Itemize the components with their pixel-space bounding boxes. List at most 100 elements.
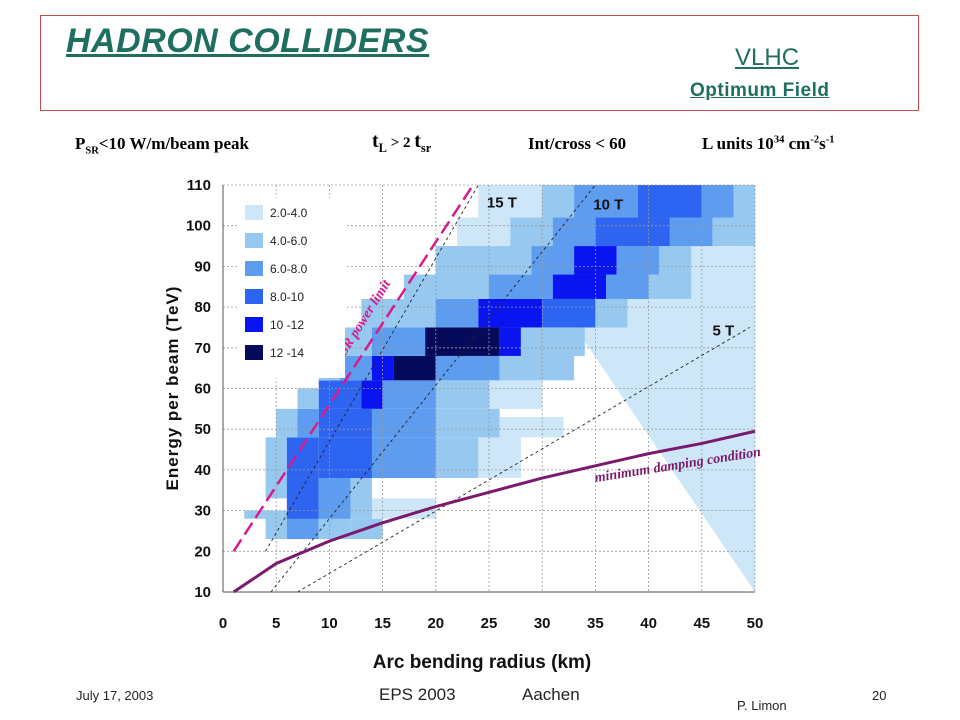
heatmap-cell xyxy=(393,298,436,328)
heatmap-cell xyxy=(297,388,319,409)
heatmap-cell xyxy=(435,408,500,438)
y-axis-label: Energy per beam (TeV) xyxy=(163,286,182,491)
heatmap-cell xyxy=(286,478,319,519)
heatmap-cell xyxy=(244,510,266,519)
legend-label: 6.0-8.0 xyxy=(270,262,308,276)
heatmap-cell xyxy=(435,246,489,275)
heatmap-cell xyxy=(637,185,702,218)
field-line xyxy=(270,184,596,593)
subtitle-vlhc: VLHC xyxy=(735,44,800,71)
field-line-label: 5 T xyxy=(712,323,734,340)
heatmap-cell xyxy=(616,246,660,275)
heatmap-cell xyxy=(435,437,479,479)
y-tick-label: 90 xyxy=(194,258,211,275)
heatmap-cell xyxy=(659,246,692,275)
legend-label: 12 -14 xyxy=(270,346,304,360)
legend-label: 8.0-10 xyxy=(270,290,304,304)
y-tick-label: 30 xyxy=(194,503,211,520)
legend-swatch xyxy=(245,317,263,332)
x-tick-label: 15 xyxy=(374,615,391,632)
footer-page-number: 20 xyxy=(872,688,887,703)
heatmap-cell xyxy=(489,274,553,299)
heatmap-cell xyxy=(499,416,564,438)
footer-conference: EPS 2003 xyxy=(379,685,456,704)
heatmap-cell xyxy=(297,408,319,438)
heatmap-cell xyxy=(403,274,436,299)
heatmap-cell xyxy=(393,355,436,381)
title-box xyxy=(40,15,919,111)
condition-luminosity: L units 1034 cm-2s-1 xyxy=(702,134,835,154)
heatmap-cell xyxy=(499,327,521,356)
tl-t: t xyxy=(372,130,379,152)
x-tick-label: 25 xyxy=(481,615,498,632)
x-tick-label: 5 xyxy=(272,615,280,632)
y-tick-label: 70 xyxy=(194,340,211,357)
heatmap-cell xyxy=(318,408,372,438)
y-tick-label: 110 xyxy=(187,177,211,194)
legend-swatch xyxy=(245,261,263,276)
heatmap-cell xyxy=(712,217,755,247)
psr-rest: <10 W/m/beam peak xyxy=(98,134,249,153)
heatmap-cell xyxy=(520,327,585,356)
x-tick-label: 35 xyxy=(587,615,604,632)
y-tick-label: 80 xyxy=(194,299,211,316)
field-line-label: 15 T xyxy=(487,194,517,211)
heatmap-cell xyxy=(350,478,372,519)
heatmap-cell xyxy=(733,185,755,218)
lum-unit: cm xyxy=(784,134,811,153)
legend: 2.0-4.0 4.0-6.0 6.0-8.0 8.0-10 10 -12 12 -14 xyxy=(237,198,345,378)
heatmap-cell xyxy=(595,217,670,247)
heatmap-cell xyxy=(478,298,543,328)
heatmap-cell xyxy=(371,437,436,479)
legend-swatch xyxy=(245,205,263,220)
heatmap-cell xyxy=(265,510,287,540)
subtitle-optimum-field: Optimum Field xyxy=(690,80,830,101)
legend-label: 2.0-4.0 xyxy=(270,206,308,220)
x-tick-label: 40 xyxy=(640,615,657,632)
heatmap-cell xyxy=(542,185,575,218)
page-title: HADRON COLLIDERS xyxy=(66,22,430,60)
heatmap-cell xyxy=(371,498,436,519)
heatmap-cell xyxy=(435,298,479,328)
legend-swatch xyxy=(245,345,263,360)
tl-sub: L xyxy=(378,141,387,155)
heatmap-cell xyxy=(701,185,734,218)
heatmap-cell xyxy=(276,408,298,438)
heatmap-cell xyxy=(371,327,426,356)
y-tick-label: 50 xyxy=(194,421,211,438)
heatmap-cell xyxy=(542,298,596,328)
legend-label: 10 -12 xyxy=(270,318,304,332)
heatmap-cell xyxy=(478,437,521,479)
condition-int: Int/cross < 60 xyxy=(528,134,627,153)
heatmap-cell xyxy=(552,217,596,247)
heatmap-cell xyxy=(552,274,607,299)
heatmap-cell xyxy=(510,217,553,247)
legend-label: 4.0-6.0 xyxy=(270,234,308,248)
axis-layer: 0 5 10 15 20 25 30 35 40 45 50 10 20 30 40 50 60 70 80 90 10… xyxy=(186,177,763,632)
footer-city: Aachen xyxy=(522,685,580,704)
heatmap-cell xyxy=(457,217,511,247)
condition-psr: PSR<10 W/m/beam peak xyxy=(75,134,249,156)
heatmap-cell xyxy=(595,298,628,328)
sr-power-limit-line xyxy=(232,184,475,552)
heatmap-cell xyxy=(318,478,351,519)
minimum-damping-curve xyxy=(232,429,756,594)
heatmap-cell xyxy=(606,274,649,299)
y-tick-label: 40 xyxy=(194,462,211,479)
heatmap-cell xyxy=(435,380,489,409)
footer-author: P. Limon xyxy=(737,698,787,713)
x-tick-label: 45 xyxy=(693,615,710,632)
y-tick-label: 10 xyxy=(194,584,211,601)
field-line-label: 10 T xyxy=(593,196,623,213)
x-axis-label: Arc bending radius (km) xyxy=(373,652,592,673)
heatmap-cell xyxy=(435,355,500,381)
field-line xyxy=(265,184,479,552)
x-tick-label: 20 xyxy=(427,615,444,632)
heatmap-cell xyxy=(669,217,713,247)
x-tick-label: 0 xyxy=(219,615,227,632)
heatmap-cell xyxy=(340,355,372,381)
lum-exp2: -2 xyxy=(810,134,820,146)
lum-exp3: -1 xyxy=(825,134,835,146)
heatmap-cell xyxy=(499,355,575,381)
